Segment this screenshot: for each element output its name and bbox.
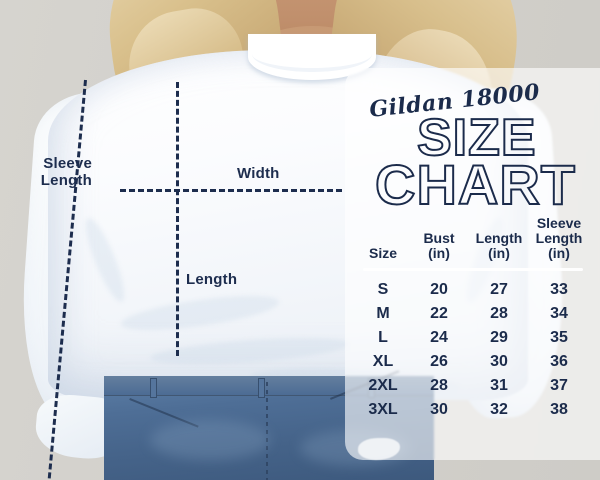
sleeve-length-label-line2: Length: [40, 171, 92, 189]
cell-bust: 20: [430, 281, 448, 299]
table-row: L 24 29 35: [357, 323, 589, 347]
header-bust-label: Bust: [423, 230, 455, 247]
header-length-unit: (in): [488, 245, 510, 262]
cell-size: S: [377, 281, 389, 299]
table-header-row: Size Bust (in) Length (in) Sleeve Leng: [357, 215, 589, 263]
cell-bust: 28: [430, 377, 448, 395]
cell-sleeve: 35: [550, 329, 568, 347]
cell-length: 27: [490, 281, 508, 299]
cell-size: 3XL: [368, 401, 398, 419]
cell-length: 29: [490, 329, 508, 347]
width-measure-line: [120, 189, 342, 192]
header-size: Size: [357, 246, 409, 261]
cell-sleeve: 37: [550, 377, 568, 395]
jeans-belt-loop: [150, 378, 157, 398]
size-chart-panel: Gildan 18000 SIZE CHART Size Bust (in): [345, 68, 600, 460]
table-row: M 22 28 34: [357, 299, 589, 323]
header-bust: Bust (in): [409, 231, 469, 261]
cell-sleeve: 36: [550, 353, 568, 371]
table-row: 3XL 30 32 38: [357, 395, 589, 419]
cell-sleeve: 33: [550, 281, 568, 299]
jeans-belt-loop: [258, 378, 265, 398]
header-sleeve-unit: (in): [548, 245, 570, 262]
sleeve-length-measure-line: [47, 79, 87, 479]
header-sleeve-label1: Sleeve: [536, 215, 582, 231]
chart-heading: CHART: [374, 152, 576, 217]
cell-size: XL: [372, 353, 394, 371]
cell-sleeve: 34: [550, 305, 568, 323]
cell-size: L: [378, 329, 388, 347]
cell-length: 28: [490, 305, 508, 323]
header-length: Length (in): [469, 231, 529, 261]
header-bust-unit: (in): [428, 245, 450, 262]
cell-size: M: [376, 305, 390, 323]
jeans-fade: [150, 420, 270, 460]
table-body: S 20 27 33 M 22 28 34 L 24 29: [357, 275, 589, 419]
cell-length: 31: [490, 377, 508, 395]
table-row: S 20 27 33: [357, 275, 589, 299]
sleeve-length-label: Sleeve Length: [30, 155, 92, 190]
size-heading: SIZE: [416, 108, 537, 168]
sweatshirt-collar-rib: [252, 36, 372, 72]
table-divider: [363, 268, 583, 272]
cell-length: 30: [490, 353, 508, 371]
cell-length: 32: [490, 401, 508, 419]
size-table: Size Bust (in) Length (in) Sleeve Leng: [357, 215, 589, 419]
cell-size: 2XL: [368, 377, 398, 395]
jeans-fly-seam: [266, 382, 268, 480]
length-measure-line: [176, 82, 179, 356]
length-label: Length: [186, 271, 238, 288]
width-label: Width: [237, 165, 280, 182]
cell-bust: 22: [430, 305, 448, 323]
table-row: XL 26 30 36: [357, 347, 589, 371]
header-sleeve-length: Sleeve Length (in): [529, 215, 589, 262]
sleeve-length-label-line1: Sleeve: [43, 155, 92, 172]
header-length-label: Length: [475, 230, 523, 247]
jeans-distress-patch: [358, 438, 400, 460]
cell-bust: 24: [430, 329, 448, 347]
cell-bust: 30: [430, 401, 448, 419]
header-sleeve-label2: Length: [535, 230, 583, 247]
cell-bust: 26: [430, 353, 448, 371]
header-size-label: Size: [368, 245, 397, 262]
cell-sleeve: 38: [550, 401, 568, 419]
table-row: 2XL 28 31 37: [357, 371, 589, 395]
